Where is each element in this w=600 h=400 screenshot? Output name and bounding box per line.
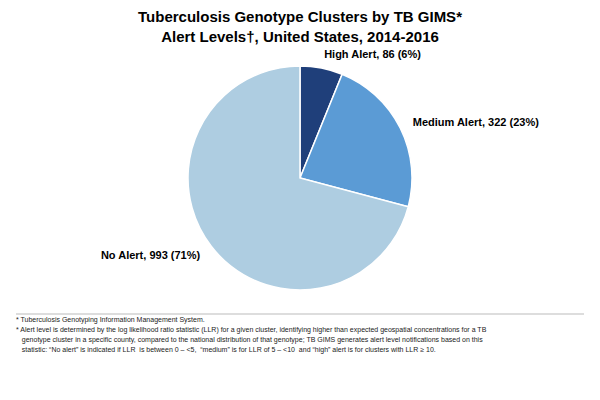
footnote: genotype cluster in a specific county, c…: [16, 336, 483, 344]
data-labels: High Alert, 86 (6%) Medium Alert, 322 (23…: [101, 48, 539, 261]
data-label: No Alert, 993 (71%): [101, 249, 201, 261]
footnote: statistic: “No alert” is indicated if LL…: [16, 346, 436, 354]
data-label: High Alert, 86 (6%): [324, 48, 421, 60]
footnotes: * Tuberculosis Genotyping Information Ma…: [16, 316, 487, 354]
data-label: Medium Alert, 322 (23%): [413, 116, 539, 128]
pie: [188, 66, 412, 290]
chart: Tuberculosis Genotype Clusters by TB GIM…: [0, 0, 600, 400]
pie-slice: [188, 66, 408, 290]
separator: [16, 314, 584, 315]
footnote: * Alert level is determined by the log l…: [16, 326, 487, 334]
footnote: * Tuberculosis Genotyping Information Ma…: [16, 316, 205, 324]
title: Tuberculosis Genotype Clusters by TB GIM…: [138, 8, 462, 25]
subtitle: Alert Levels†, United States, 2014-2016: [161, 28, 439, 45]
